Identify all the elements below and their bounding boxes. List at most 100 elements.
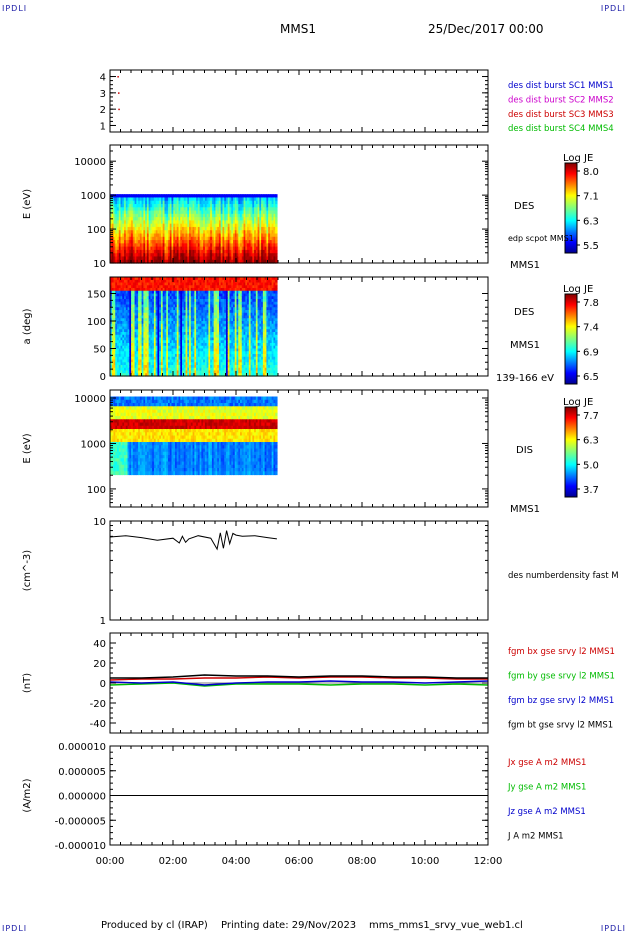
footer-file: mms_mms1_srvy_vue_web1.cl <box>369 920 523 931</box>
y-tick-label-dis-energy: 100 <box>87 485 106 496</box>
footer-printing-date: Printing date: 29/Nov/2023 <box>221 920 357 931</box>
x-tick-label: 02:00 <box>159 856 188 867</box>
y-tick-label-des-pitch: 0 <box>100 372 106 383</box>
colorbar-tick-des-pitch: 6.5 <box>583 372 599 383</box>
colorbar-title-dis-energy: Log JE <box>563 397 593 408</box>
y-tick-label-magnetic-field: 0 <box>100 679 106 690</box>
colorbar-tick-des-energy: 7.1 <box>583 192 599 203</box>
panel-label: MMS1 <box>510 340 540 351</box>
y-tick-label-current-density: 0.000000 <box>58 792 106 803</box>
y-tick-label-des-pitch: 50 <box>93 345 106 356</box>
y-axis-label-des-pitch: a (deg) <box>22 308 33 344</box>
x-tick-label: 10:00 <box>411 856 440 867</box>
y-tick-label-current-density: -0.000010 <box>55 841 106 852</box>
panel-frame-density <box>109 520 489 621</box>
series-label-current: J A m2 MMS1 <box>507 832 564 842</box>
y-tick-label-magnetic-field: 20 <box>93 659 106 670</box>
spectrogram-des-energy <box>110 194 278 264</box>
colorbar-tick-dis-energy: 7.7 <box>583 411 599 422</box>
series-line-1 <box>109 682 489 687</box>
series-label-magnetic-field: fgm bz gse srvy l2 MMS1 <box>508 696 614 706</box>
footer-produced-by: Produced by cl (IRAP) <box>101 920 208 931</box>
y-tick-label-des-energy: 1000 <box>81 191 106 202</box>
series-label-magnetic-field: fgm bx gse srvy l2 MMS1 <box>508 647 615 657</box>
colorbar-tick-des-energy: 6.3 <box>583 216 599 227</box>
data-point <box>118 108 120 111</box>
y-tick-label-density: 10 <box>93 517 106 528</box>
colorbar-tick-des-energy: 5.5 <box>583 241 599 252</box>
panel-label: MMS1 <box>510 260 540 271</box>
corner-label-br: IPDLI <box>600 924 626 933</box>
legend-entry: des dist burst SC1 MMS1 <box>508 81 614 91</box>
x-tick-label: 08:00 <box>348 856 377 867</box>
colorbar-tick-des-energy: 8.0 <box>583 167 599 178</box>
y-tick-label-dis-energy: 1000 <box>81 439 106 450</box>
corner-label-tl: IPDLI <box>2 4 28 13</box>
y-tick-label-des-energy: 100 <box>87 225 106 236</box>
data-point <box>117 76 119 78</box>
series-line-2 <box>109 680 489 686</box>
series-line-3 <box>110 674 488 679</box>
x-tick-label: 00:00 <box>96 856 125 867</box>
y-tick-label-density: 1 <box>100 616 106 627</box>
data-point <box>118 92 120 94</box>
spectrogram-des-pitch <box>110 277 278 377</box>
series-label-magnetic-field: fgm bt gse srvy l2 MMS1 <box>508 721 613 731</box>
spectrogram-dis-energy <box>110 396 278 476</box>
panel-label: edp scpot MMS1 <box>508 234 574 243</box>
colorbar-des-pitch <box>564 293 578 385</box>
y-tick-label-des-energy: 10000 <box>74 157 106 168</box>
colorbar-tick-dis-energy: 5.0 <box>583 460 599 471</box>
y-axis-label-des-energy: E (eV) <box>22 189 33 219</box>
colorbar-tick-des-pitch: 6.9 <box>583 347 599 358</box>
series-line-density <box>109 530 277 551</box>
series-label-magnetic-field: fgm by gse srvy l2 MMS1 <box>508 672 615 682</box>
y-tick-label-des-energy: 10 <box>93 259 106 270</box>
y-tick-label-spacecraft: 4 <box>100 73 106 84</box>
colorbar-dis-energy <box>564 406 578 498</box>
x-tick-label: 04:00 <box>222 856 251 867</box>
y-axis-label-density: (cm^-3) <box>22 550 33 591</box>
colorbar-title-des-pitch: Log JE <box>563 284 593 295</box>
colorbar-tick-des-pitch: 7.8 <box>583 298 599 309</box>
colorbar-des-energy <box>564 162 578 254</box>
panel-label: DIS <box>516 445 533 456</box>
series-label-current: Jy gse A m2 MMS1 <box>507 783 586 793</box>
panel-label: 139-166 eV <box>496 373 554 384</box>
colorbar-tick-des-pitch: 7.4 <box>583 323 599 334</box>
y-tick-label-des-pitch: 100 <box>87 317 106 328</box>
y-axis-label-current-density: (A/m2) <box>22 778 33 812</box>
legend-entry: des dist burst SC4 MMS4 <box>508 124 614 134</box>
x-tick-label: 06:00 <box>285 856 314 867</box>
series-line-0 <box>109 676 488 681</box>
y-tick-label-current-density: 0.000010 <box>58 742 106 753</box>
y-tick-label-spacecraft: 3 <box>100 89 106 100</box>
y-tick-label-current-density: -0.000005 <box>55 816 106 827</box>
corner-label-bl: IPDLI <box>2 924 28 933</box>
corner-label-tr: IPDLI <box>600 4 626 13</box>
panel-label: DES <box>514 307 534 318</box>
y-tick-label-des-pitch: 150 <box>87 290 106 301</box>
legend-entry: des dist burst SC3 MMS3 <box>508 110 614 120</box>
y-axis-label-dis-energy: E (eV) <box>22 433 33 463</box>
panel-label: DES <box>514 201 534 212</box>
colorbar-title-des-energy: Log JE <box>563 153 593 164</box>
y-axis-label-magnetic-field: (nT) <box>22 673 33 693</box>
colorbar-tick-dis-energy: 3.7 <box>583 485 599 496</box>
series-label-current: Jx gse A m2 MMS1 <box>507 758 586 768</box>
legend-entry: des dist burst SC2 MMS2 <box>508 95 614 105</box>
series-label-density: des numberdensity fast M <box>508 571 619 581</box>
y-tick-label-current-density: 0.000005 <box>58 767 106 778</box>
y-tick-label-magnetic-field: -40 <box>90 719 106 730</box>
page-title: MMS1 <box>280 22 316 36</box>
x-tick-label: 12:00 <box>474 856 503 867</box>
y-tick-label-spacecraft: 2 <box>100 105 106 116</box>
series-label-current: Jz gse A m2 MMS1 <box>507 807 586 817</box>
panel-frame-spacecraft <box>109 69 489 133</box>
panel-label: MMS1 <box>510 504 540 515</box>
page-date: 25/Dec/2017 00:00 <box>428 22 544 36</box>
y-tick-label-dis-energy: 10000 <box>74 394 106 405</box>
y-tick-label-spacecraft: 1 <box>100 121 106 132</box>
y-tick-label-magnetic-field: 40 <box>93 639 106 650</box>
